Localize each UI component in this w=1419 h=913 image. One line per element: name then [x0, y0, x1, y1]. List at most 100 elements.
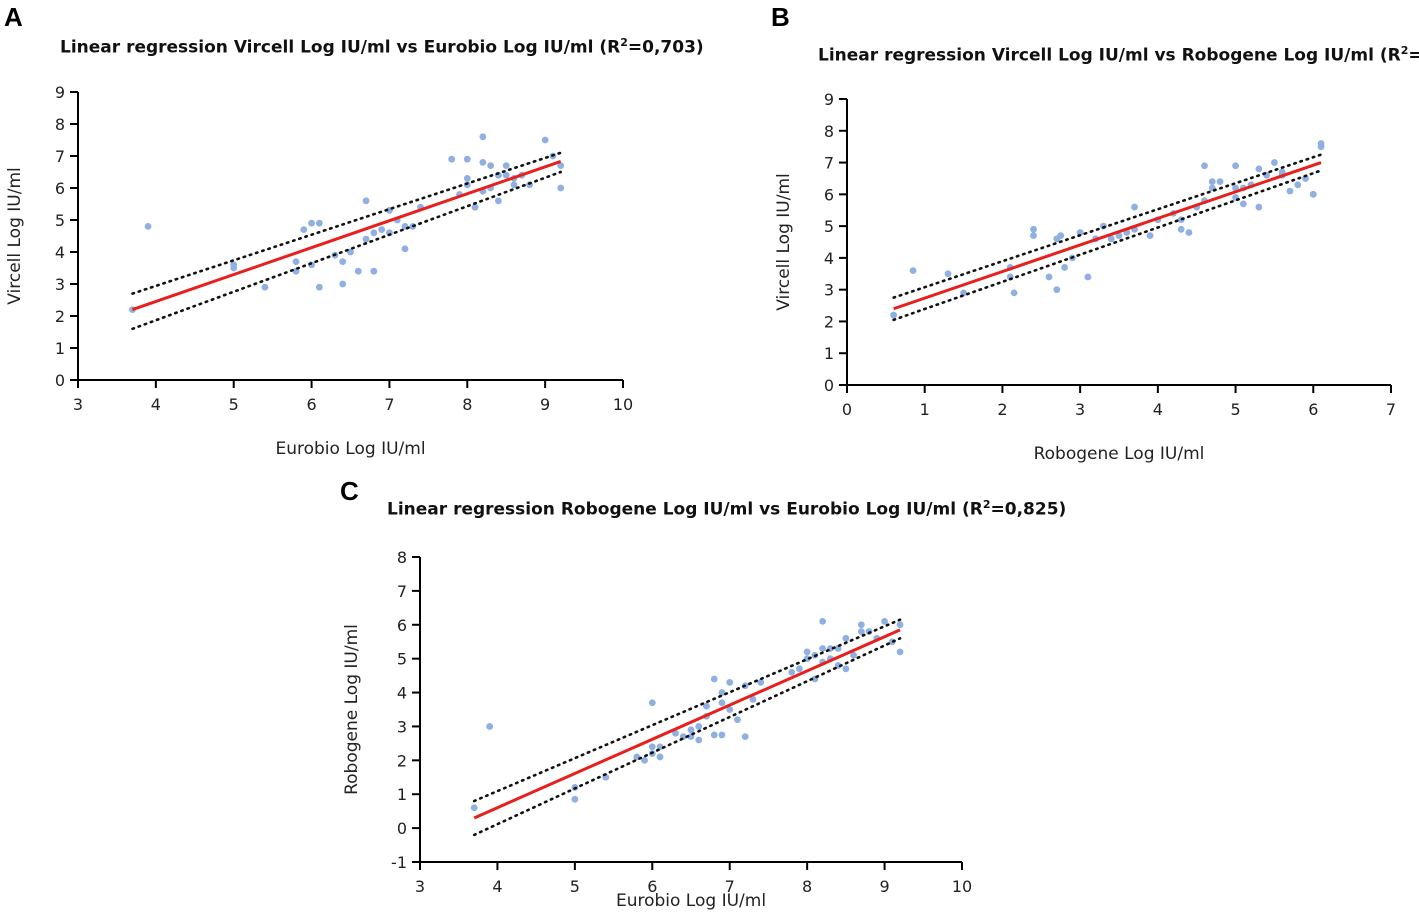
data-point	[479, 133, 487, 141]
x-tick-label: 10	[613, 395, 633, 414]
data-point	[1131, 203, 1138, 211]
data-point	[315, 283, 323, 291]
panel-letter-a: A	[4, 2, 23, 32]
data-point	[641, 756, 648, 764]
data-point	[718, 731, 726, 739]
data-point	[757, 678, 765, 686]
data-point	[502, 171, 510, 179]
x-tick-label: 1	[920, 400, 930, 419]
x-tick-label: 5	[570, 877, 580, 896]
y-tick-label: 6	[824, 185, 834, 204]
data-point	[571, 795, 579, 803]
chart-title-a-r2-sup: 2	[620, 36, 628, 49]
data-point	[1271, 159, 1278, 166]
regression-line	[893, 161, 1322, 311]
data-point	[448, 155, 456, 163]
y-tick-label: 2	[824, 312, 834, 331]
y-tick-label: 7	[824, 154, 834, 173]
data-point	[1061, 264, 1068, 271]
data-point	[896, 648, 904, 656]
data-point	[656, 743, 664, 751]
data-point	[1317, 143, 1325, 151]
x-tick-label: 3	[415, 877, 425, 896]
data-point	[718, 699, 726, 707]
confidence-band-lower	[892, 169, 1323, 322]
data-point	[857, 628, 865, 635]
data-point	[1255, 165, 1263, 173]
y-tick-label: 4	[824, 249, 834, 268]
y-tick-label: 3	[824, 281, 834, 300]
regression-line	[473, 628, 901, 820]
x-tick-label: 4	[151, 395, 161, 414]
data-point	[339, 280, 347, 288]
chart-title-b-r2-label: (R	[1379, 45, 1401, 66]
data-point	[378, 226, 386, 234]
data-point	[1294, 181, 1302, 189]
x-tick-label: 4	[1153, 400, 1163, 419]
data-point	[695, 723, 703, 730]
x-tick-label: 5	[1230, 400, 1240, 419]
y-tick-label: -1	[391, 853, 407, 872]
y-tick-label: 4	[397, 684, 407, 703]
panel-letter-b: B	[771, 2, 790, 32]
y-tick-label: 9	[55, 83, 65, 102]
y-tick-label: 2	[397, 751, 407, 770]
y-tick-label: 7	[55, 147, 65, 166]
chart-b: 0 1 2 3 4 5 6 7 8 9 0 1 2 3 4 5 6 7 Robogene Log IU/ml Virc…	[774, 90, 1396, 464]
chart-title-a-r2-value: =0,703)	[627, 37, 704, 58]
chart-title-a: Linear regression Vircell Log IU/ml vs E…	[60, 36, 704, 58]
data-point	[1030, 225, 1037, 233]
data-point	[1010, 289, 1018, 297]
data-point	[144, 223, 152, 230]
data-point	[1286, 187, 1294, 195]
y-tick-label: 6	[397, 616, 407, 635]
data-point	[749, 695, 757, 703]
data-point	[487, 162, 495, 170]
y-tick-label: 8	[397, 548, 407, 567]
x-tick-label: 9	[879, 877, 889, 896]
data-point	[479, 159, 487, 166]
chart-title-b-text: Linear regression Vircell Log IU/ml vs R…	[818, 45, 1374, 66]
data-point	[370, 229, 378, 237]
data-point	[687, 726, 695, 734]
data-point	[1057, 232, 1065, 240]
data-point	[1177, 225, 1185, 233]
confidence-band-upper	[472, 618, 902, 803]
data-point	[881, 617, 888, 625]
data-point	[726, 706, 734, 713]
data-point	[896, 621, 904, 629]
data-point	[672, 729, 679, 737]
data-point	[557, 162, 565, 170]
x-tick-label: 0	[842, 400, 852, 419]
data-point	[1076, 229, 1084, 236]
data-point	[857, 621, 865, 629]
x-tick-label: 6	[306, 395, 316, 414]
y-tick-label: 0	[55, 371, 65, 390]
data-point	[850, 651, 857, 659]
data-point	[1185, 229, 1193, 236]
chart-title-c: Linear regression Robogene Log IU/ml vs …	[387, 498, 1066, 520]
data-point	[710, 731, 718, 739]
data-point	[944, 270, 952, 278]
data-point	[354, 267, 362, 275]
x-tick-label: 3	[73, 395, 83, 414]
confidence-band-upper	[131, 151, 563, 295]
data-point	[292, 258, 300, 265]
data-point	[300, 226, 308, 234]
data-point	[370, 267, 378, 275]
y-tick-label: 5	[824, 217, 834, 236]
y-axis-label: Vircell Log IU/ml	[5, 167, 25, 305]
y-axis-label: Vircell Log IU/ml	[774, 173, 794, 311]
data-point	[557, 184, 565, 192]
x-tick-label: 3	[1075, 400, 1085, 419]
data-point	[230, 264, 238, 272]
data-point	[261, 283, 269, 291]
x-tick-label: 10	[952, 877, 972, 896]
data-point	[960, 289, 967, 297]
data-point	[726, 678, 734, 686]
data-point	[362, 197, 370, 205]
confidence-band-lower	[472, 637, 902, 837]
x-tick-label: 7	[1386, 400, 1396, 419]
y-axis-label: Robogene Log IU/ml	[342, 624, 362, 795]
